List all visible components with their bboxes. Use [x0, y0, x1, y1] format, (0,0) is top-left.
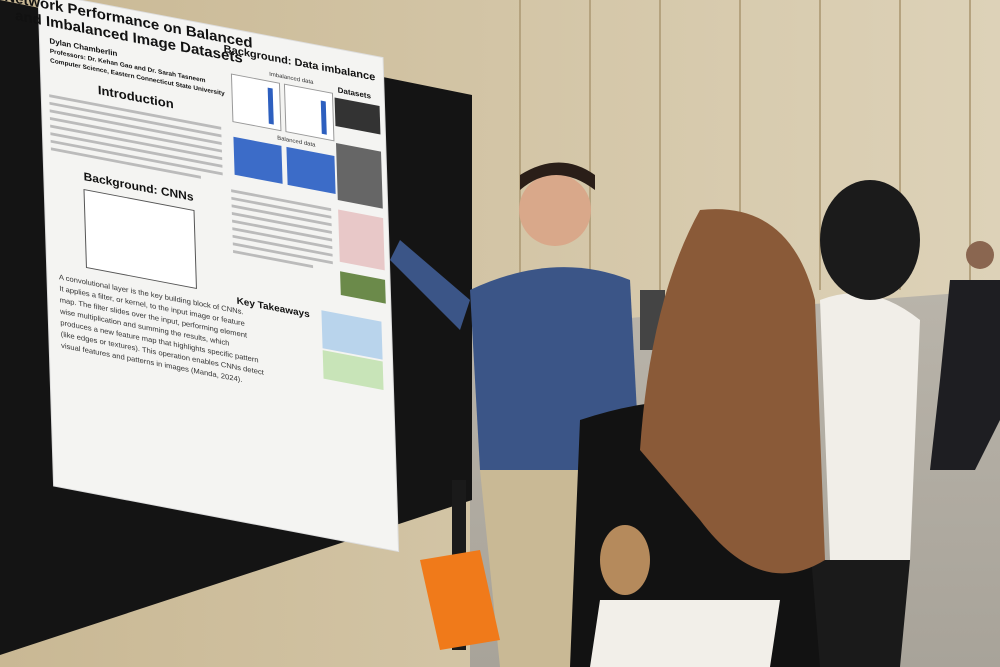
dataset-images	[338, 209, 385, 271]
mini-bar	[320, 100, 327, 135]
background-person	[930, 280, 1000, 470]
poster: Network Performance on Balanced and Imba…	[4, 0, 400, 553]
imbalance-text-lines	[231, 189, 333, 269]
woman-top	[820, 293, 920, 560]
woman-hair	[820, 180, 920, 300]
mini-chart	[233, 136, 283, 184]
presenter-arm	[390, 240, 470, 330]
results-table	[322, 350, 384, 391]
dataset-images	[340, 271, 386, 304]
presenter-hair	[520, 162, 595, 190]
woman-skirt	[590, 600, 780, 667]
presenter-head	[519, 174, 591, 246]
dataset-images	[336, 143, 383, 209]
dataset-images	[334, 97, 381, 135]
cnn-diagram	[83, 189, 197, 289]
orange-bag	[420, 550, 500, 650]
intro-text-lines	[49, 94, 223, 179]
woman-hair	[640, 209, 825, 574]
background-person-head	[966, 241, 994, 269]
mini-chart	[286, 146, 336, 194]
results-table	[321, 310, 383, 360]
mini-bar	[267, 87, 274, 125]
plush-toy	[600, 525, 650, 595]
